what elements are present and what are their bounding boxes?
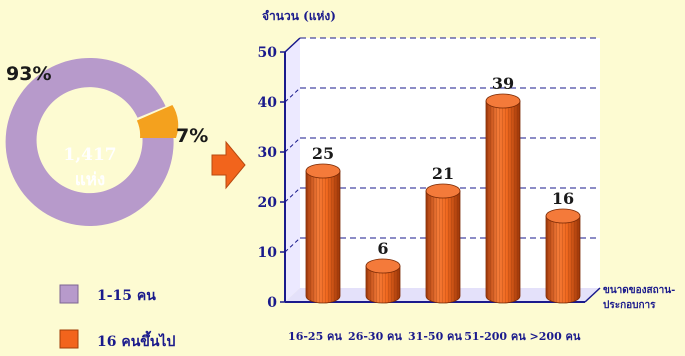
- donut-center-unit: แห่ง: [75, 170, 105, 190]
- legend-label-16plus: 16 คนขึ้นไป: [97, 330, 175, 350]
- y-tick-label-40: 40: [258, 95, 278, 111]
- bar-texture: [306, 171, 340, 303]
- legend-item-1-15: 1-15 คน: [59, 284, 156, 304]
- donut-center-value: 1,417: [63, 145, 116, 165]
- bar-texture: [546, 216, 580, 303]
- bar-51-200 คน: 39: [485, 74, 521, 304]
- y-tick-label-50: 50: [258, 45, 278, 61]
- x-axis-title-line2: ประกอบการ: [603, 299, 656, 311]
- bar-top: [485, 93, 521, 109]
- bar-texture: [426, 191, 460, 303]
- donut-slice-16plus: [136, 105, 179, 138]
- y-tick-label-20: 20: [258, 195, 278, 211]
- bar-31-50 คน: 21: [425, 164, 461, 304]
- y-tick-label-30: 30: [258, 145, 278, 161]
- bar-26-30 คน: 6: [365, 239, 401, 304]
- gridline-side-30: [284, 137, 301, 153]
- plot-left-wall: [285, 38, 300, 302]
- y-tick-label-10: 10: [258, 245, 278, 261]
- legend-swatch-orange: [59, 329, 79, 349]
- bar-value-label: 16: [552, 189, 574, 208]
- bar-chart: จำนวน (แห่ง) 0 10 20 30 40 50 25 6 21 39 16 16-25…: [258, 9, 676, 343]
- bar-value-label: 21: [432, 164, 454, 183]
- bar-top: [545, 208, 581, 224]
- x-category-label: 26-30 คน: [348, 330, 402, 343]
- bar->200 คน: 16: [545, 189, 581, 304]
- floor-edge: [584, 287, 601, 303]
- gridline-side-20: [284, 187, 301, 203]
- donut-slice-1-15: [5, 57, 174, 226]
- x-category-labels: 16-25 คน 26-30 คน 31-50 คน 51-200 คน >200 คน: [288, 330, 581, 343]
- x-category-label: 51-200 คน: [464, 330, 526, 343]
- percent-label-93: 93%: [6, 63, 51, 85]
- right-arrow-icon: [211, 140, 246, 190]
- bar-16-25 คน: 25: [305, 144, 341, 304]
- left-top-edge: [284, 37, 301, 53]
- bars: 25 6 21 39 16: [305, 74, 581, 304]
- x-axis-title-line1: ขนาดของสถาน-: [603, 285, 675, 296]
- bar-value-label: 6: [377, 239, 388, 258]
- x-category-label: 31-50 คน: [408, 330, 462, 343]
- y-tick-labels: 0 10 20 30 40 50: [258, 45, 285, 311]
- y-tick-label-0: 0: [267, 295, 277, 311]
- bar-texture: [366, 266, 400, 303]
- bar-value-label: 39: [492, 74, 514, 93]
- x-category-label: >200 คน: [530, 330, 581, 343]
- bar-texture: [486, 101, 520, 303]
- bar-top: [425, 183, 461, 199]
- donut-chart: 1,417 แห่ง 93% 7%: [5, 57, 208, 226]
- plot-back-wall: [300, 38, 600, 288]
- legend-item-16plus: 16 คนขึ้นไป: [59, 329, 175, 350]
- y-axis-title: จำนวน (แห่ง): [262, 9, 336, 23]
- x-category-label: 16-25 คน: [288, 330, 342, 343]
- legend: 1-15 คน 16 คนขึ้นไป: [59, 284, 175, 350]
- bar-top: [365, 258, 401, 274]
- legend-swatch-purple: [59, 284, 79, 304]
- bar-top: [305, 163, 341, 179]
- percent-label-7: 7%: [176, 125, 208, 147]
- legend-label-1-15: 1-15 คน: [97, 288, 156, 304]
- gridline-side-40: [284, 87, 301, 103]
- bar-value-label: 25: [312, 144, 334, 163]
- gridline-side-10: [284, 237, 301, 253]
